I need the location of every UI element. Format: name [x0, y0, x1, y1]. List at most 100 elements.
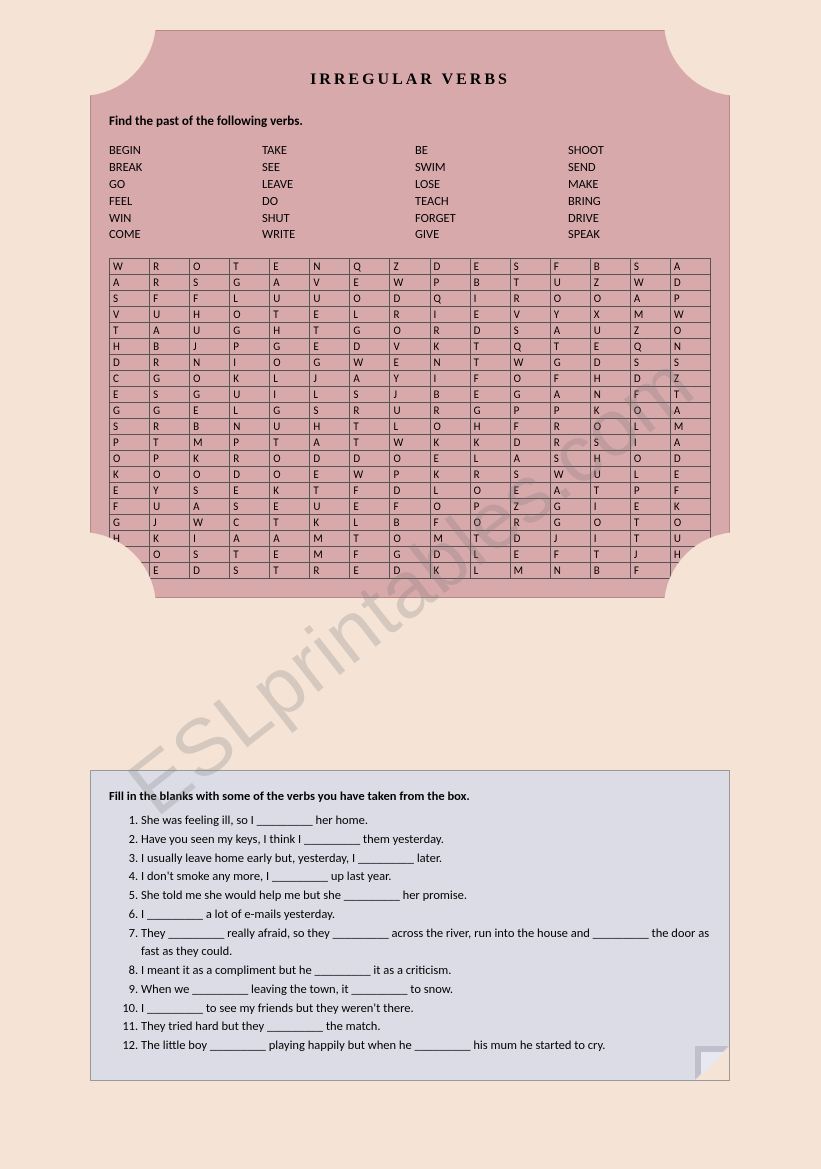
grid-cell: S — [230, 563, 270, 579]
grid-cell: W — [670, 307, 710, 323]
grid-cell: O — [270, 451, 310, 467]
grid-cell: H — [590, 371, 630, 387]
verb-word: DO — [262, 194, 405, 211]
grid-row: AEDSTREDKLMNBFJ — [110, 563, 711, 579]
grid-cell: A — [190, 499, 230, 515]
verb-word: LOSE — [415, 177, 558, 194]
grid-cell: U — [270, 291, 310, 307]
grid-cell: I — [590, 531, 630, 547]
grid-cell: R — [310, 563, 350, 579]
grid-cell: E — [150, 563, 190, 579]
grid-cell: F — [550, 259, 590, 275]
grid-cell: R — [550, 435, 590, 451]
grid-row: LOSTEMFGDLEFTJH — [110, 547, 711, 563]
exercise-item: She told me she would help me but she __… — [141, 887, 711, 906]
grid-cell: P — [390, 467, 430, 483]
grid-cell: P — [110, 435, 150, 451]
grid-cell: N — [670, 339, 710, 355]
grid-row: VUHOTELRIEVYXMW — [110, 307, 711, 323]
grid-cell: K — [230, 371, 270, 387]
grid-cell: T — [270, 515, 310, 531]
grid-cell: W — [390, 275, 430, 291]
grid-cell: N — [550, 563, 590, 579]
grid-cell: Y — [390, 371, 430, 387]
grid-cell: P — [630, 483, 670, 499]
grid-cell: H — [590, 451, 630, 467]
grid-cell: T — [670, 387, 710, 403]
exercise-item: Have you seen my keys, I think I _______… — [141, 831, 711, 850]
verb-word: BRING — [568, 194, 711, 211]
grid-cell: O — [350, 291, 390, 307]
grid-cell: H — [270, 323, 310, 339]
grid-cell: S — [110, 419, 150, 435]
grid-cell: D — [470, 323, 510, 339]
grid-cell: I — [430, 307, 470, 323]
grid-cell: O — [270, 467, 310, 483]
grid-cell: L — [630, 467, 670, 483]
grid-cell: Q — [510, 339, 550, 355]
grid-cell: E — [270, 499, 310, 515]
grid-cell: B — [590, 563, 630, 579]
grid-cell: P — [430, 275, 470, 291]
grid-cell: O — [390, 323, 430, 339]
grid-cell: D — [630, 371, 670, 387]
grid-cell: N — [590, 387, 630, 403]
grid-cell: K — [590, 403, 630, 419]
grid-cell: S — [550, 451, 590, 467]
grid-cell: S — [310, 403, 350, 419]
grid-cell: S — [510, 259, 550, 275]
grid-cell: T — [350, 531, 390, 547]
grid-row: GGELGSRURGPPKOA — [110, 403, 711, 419]
grid-cell: R — [230, 451, 270, 467]
grid-cell: E — [270, 259, 310, 275]
verb-word: FEEL — [109, 194, 252, 211]
grid-cell: G — [390, 547, 430, 563]
grid-cell: U — [390, 403, 430, 419]
grid-cell: S — [110, 291, 150, 307]
grid-cell: I — [230, 355, 270, 371]
grid-cell: B — [590, 259, 630, 275]
grid-cell: D — [190, 563, 230, 579]
grid-cell: Z — [590, 275, 630, 291]
grid-cell: F — [150, 291, 190, 307]
instruction-1: Find the past of the following verbs. — [109, 114, 711, 129]
grid-cell: L — [630, 419, 670, 435]
grid-cell: U — [150, 307, 190, 323]
grid-cell: Z — [670, 371, 710, 387]
grid-cell: E — [430, 451, 470, 467]
grid-cell: G — [510, 387, 550, 403]
grid-cell: K — [430, 339, 470, 355]
grid-cell: O — [590, 515, 630, 531]
grid-cell: F — [510, 419, 550, 435]
grid-row: TAUGHTGORDSAUZO — [110, 323, 711, 339]
verb-word: SEE — [262, 160, 405, 177]
grid-cell: Y — [550, 307, 590, 323]
grid-cell: R — [350, 403, 390, 419]
grid-cell: C — [230, 515, 270, 531]
grid-cell: E — [470, 387, 510, 403]
grid-cell: L — [470, 547, 510, 563]
wordsearch-grid: WROTENQZDESFBSAARSGAVEWPBTUZWDSFFLUUODQI… — [109, 258, 711, 579]
grid-cell: T — [310, 483, 350, 499]
grid-cell: V — [310, 275, 350, 291]
grid-cell: R — [470, 467, 510, 483]
grid-cell: T — [590, 547, 630, 563]
grid-row: DRNIOGWENTWGDSS — [110, 355, 711, 371]
verb-word: SWIM — [415, 160, 558, 177]
grid-row: PTMPTATWKKDRSIA — [110, 435, 711, 451]
grid-cell: T — [470, 355, 510, 371]
grid-cell: G — [350, 323, 390, 339]
grid-cell: U — [150, 499, 190, 515]
grid-cell: Z — [630, 323, 670, 339]
grid-cell: S — [190, 483, 230, 499]
grid-cell: D — [390, 563, 430, 579]
grid-cell: T — [350, 419, 390, 435]
grid-cell: T — [590, 483, 630, 499]
grid-cell: O — [670, 515, 710, 531]
exercise-item: She was feeling ill, so I _________ her … — [141, 812, 711, 831]
grid-cell: E — [350, 499, 390, 515]
grid-cell: G — [470, 403, 510, 419]
grid-cell: O — [670, 323, 710, 339]
grid-cell: E — [510, 483, 550, 499]
grid-cell: E — [590, 339, 630, 355]
